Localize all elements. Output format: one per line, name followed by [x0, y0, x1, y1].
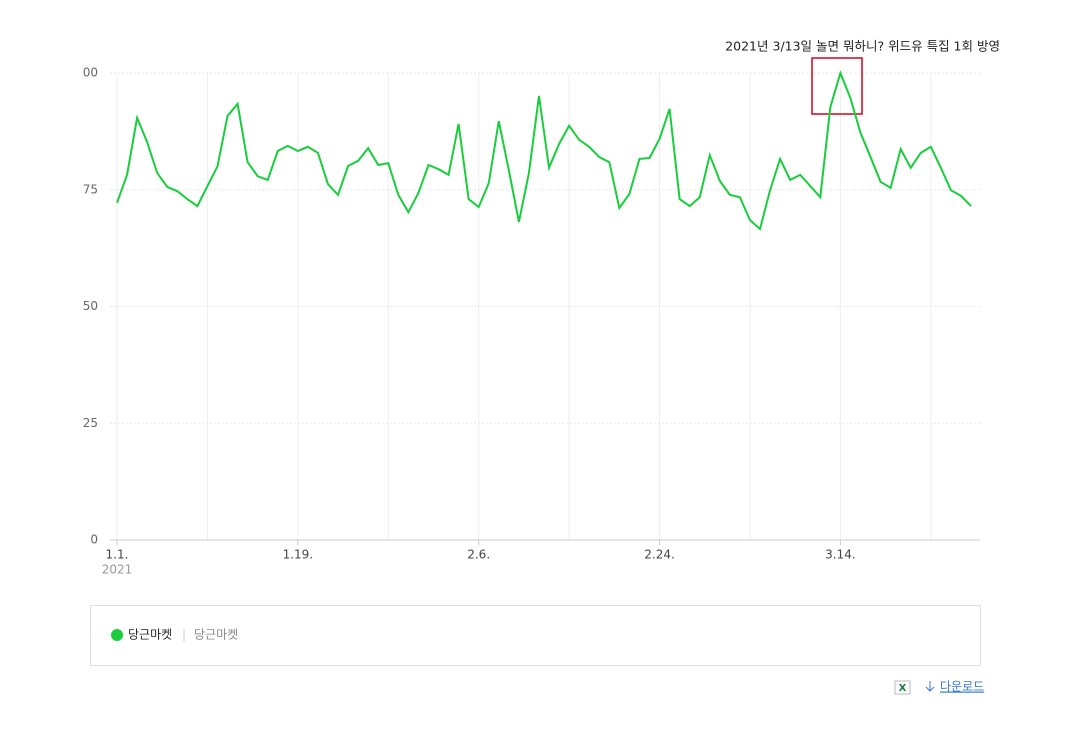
x-sublabel: 2021: [102, 563, 133, 577]
x-tick-label: 1.19.: [283, 548, 314, 562]
x-tick-label: 2.24.: [644, 548, 675, 562]
y-tick-label: 75: [83, 182, 98, 196]
download-icon[interactable]: [925, 681, 935, 692]
legend-separator: |: [182, 628, 186, 642]
y-tick-label: 00: [83, 66, 98, 80]
excel-icon[interactable]: X: [894, 680, 911, 695]
y-tick-label: 50: [83, 299, 98, 313]
x-tick-label: 3.14.: [825, 548, 856, 562]
legend-marker: [111, 629, 123, 641]
annotation: 2021년 3/13일 놀면 뭐하니? 위드유 특집 1회 방영: [725, 39, 1000, 54]
x-tick-label: 2.6.: [467, 548, 490, 562]
y-tick-label: 0: [90, 533, 98, 547]
line: [116, 69, 972, 231]
x-tick-label: 1.1.: [106, 548, 129, 562]
svg-text:X: X: [899, 683, 907, 694]
download-link[interactable]: 다운로드: [940, 680, 984, 694]
highlight-box: [811, 57, 863, 115]
y-tick-label: 25: [83, 416, 98, 430]
legend-label: 당근마켓: [128, 628, 172, 642]
legend-box: [90, 605, 981, 666]
legend-keywords: 당근마켓: [194, 628, 238, 642]
